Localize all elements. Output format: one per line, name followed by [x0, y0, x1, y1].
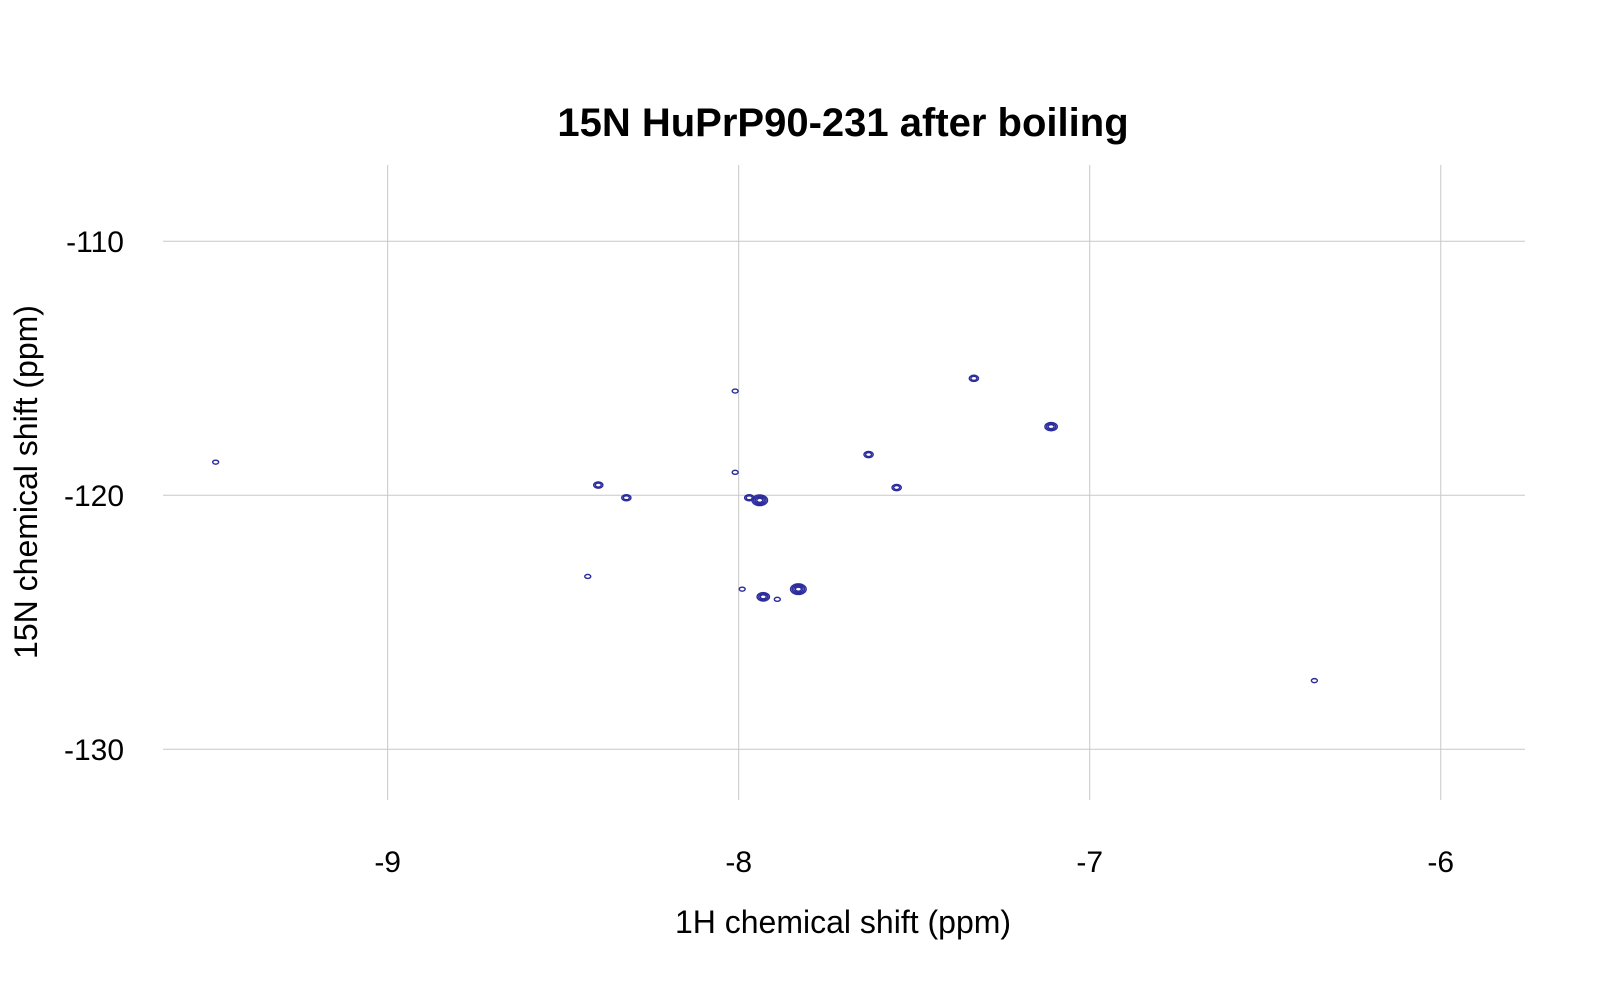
peak-contour — [773, 596, 782, 603]
peak-contour — [731, 388, 739, 394]
contour-ring — [773, 596, 782, 603]
contour-ring — [970, 375, 978, 382]
contour-ring — [1047, 423, 1055, 430]
contour-ring — [892, 484, 901, 491]
contour-ring — [891, 483, 902, 492]
contour-ring — [756, 497, 764, 503]
contour-ring — [794, 586, 803, 592]
contour-ring — [757, 593, 769, 601]
peak-contour — [751, 494, 769, 507]
y-tick-label: -130 — [64, 734, 124, 767]
contour-ring — [743, 493, 755, 502]
peak-contour — [621, 493, 632, 502]
peaks — [211, 374, 1319, 684]
peak-contour — [968, 374, 980, 383]
contour-ring — [592, 481, 604, 489]
peak-contour — [789, 583, 807, 596]
contour-ring — [621, 493, 632, 502]
x-tick-label: -7 — [1076, 846, 1103, 879]
y-axis-ticks: -110 -120 -130 — [64, 226, 124, 767]
peak-contour — [1310, 677, 1319, 684]
x-tick-label: -9 — [374, 846, 401, 879]
x-axis-label: 1H chemical shift (ppm) — [675, 904, 1011, 940]
peak-contour — [584, 573, 592, 580]
peak-contour — [891, 483, 902, 492]
contour-ring — [1310, 677, 1319, 684]
contour-ring — [789, 583, 807, 596]
x-tick-label: -6 — [1427, 846, 1454, 879]
contour-ring — [754, 496, 766, 505]
contour-ring — [793, 585, 804, 593]
grid — [163, 165, 1525, 800]
contour-ring — [1045, 422, 1057, 431]
contour-ring — [731, 388, 739, 394]
contour-ring — [738, 586, 746, 592]
contour-ring — [863, 450, 874, 459]
x-tick-label: -8 — [725, 846, 752, 879]
y-tick-label: -120 — [64, 480, 124, 513]
peak-contour — [738, 586, 746, 592]
peak-contour — [756, 591, 771, 602]
x-axis-ticks: -9 -8 -7 -6 — [374, 846, 1454, 879]
peak-contour — [211, 459, 220, 465]
contour-ring — [745, 495, 753, 501]
y-tick-label: -110 — [66, 226, 124, 259]
peak-contour — [863, 450, 874, 459]
peak-contour — [743, 493, 755, 502]
peak-contour — [1044, 421, 1059, 432]
contour-ring — [791, 584, 806, 595]
contour-ring — [1044, 421, 1059, 432]
peak-contour — [592, 481, 604, 489]
contour-ring — [864, 451, 873, 458]
contour-ring — [622, 495, 631, 501]
contour-ring — [968, 374, 980, 383]
contour-ring — [594, 482, 602, 488]
peak-contour — [731, 469, 739, 476]
contour-ring — [584, 573, 592, 580]
contour-ring — [211, 459, 220, 465]
contour-ring — [756, 591, 771, 602]
contour-ring — [752, 495, 767, 506]
contour-ring — [731, 469, 739, 476]
contour-ring — [759, 594, 767, 600]
y-axis-label: 15N chemical shift (ppm) — [8, 305, 44, 659]
chart-title: 15N HuPrP90-231 after boiling — [557, 101, 1128, 145]
